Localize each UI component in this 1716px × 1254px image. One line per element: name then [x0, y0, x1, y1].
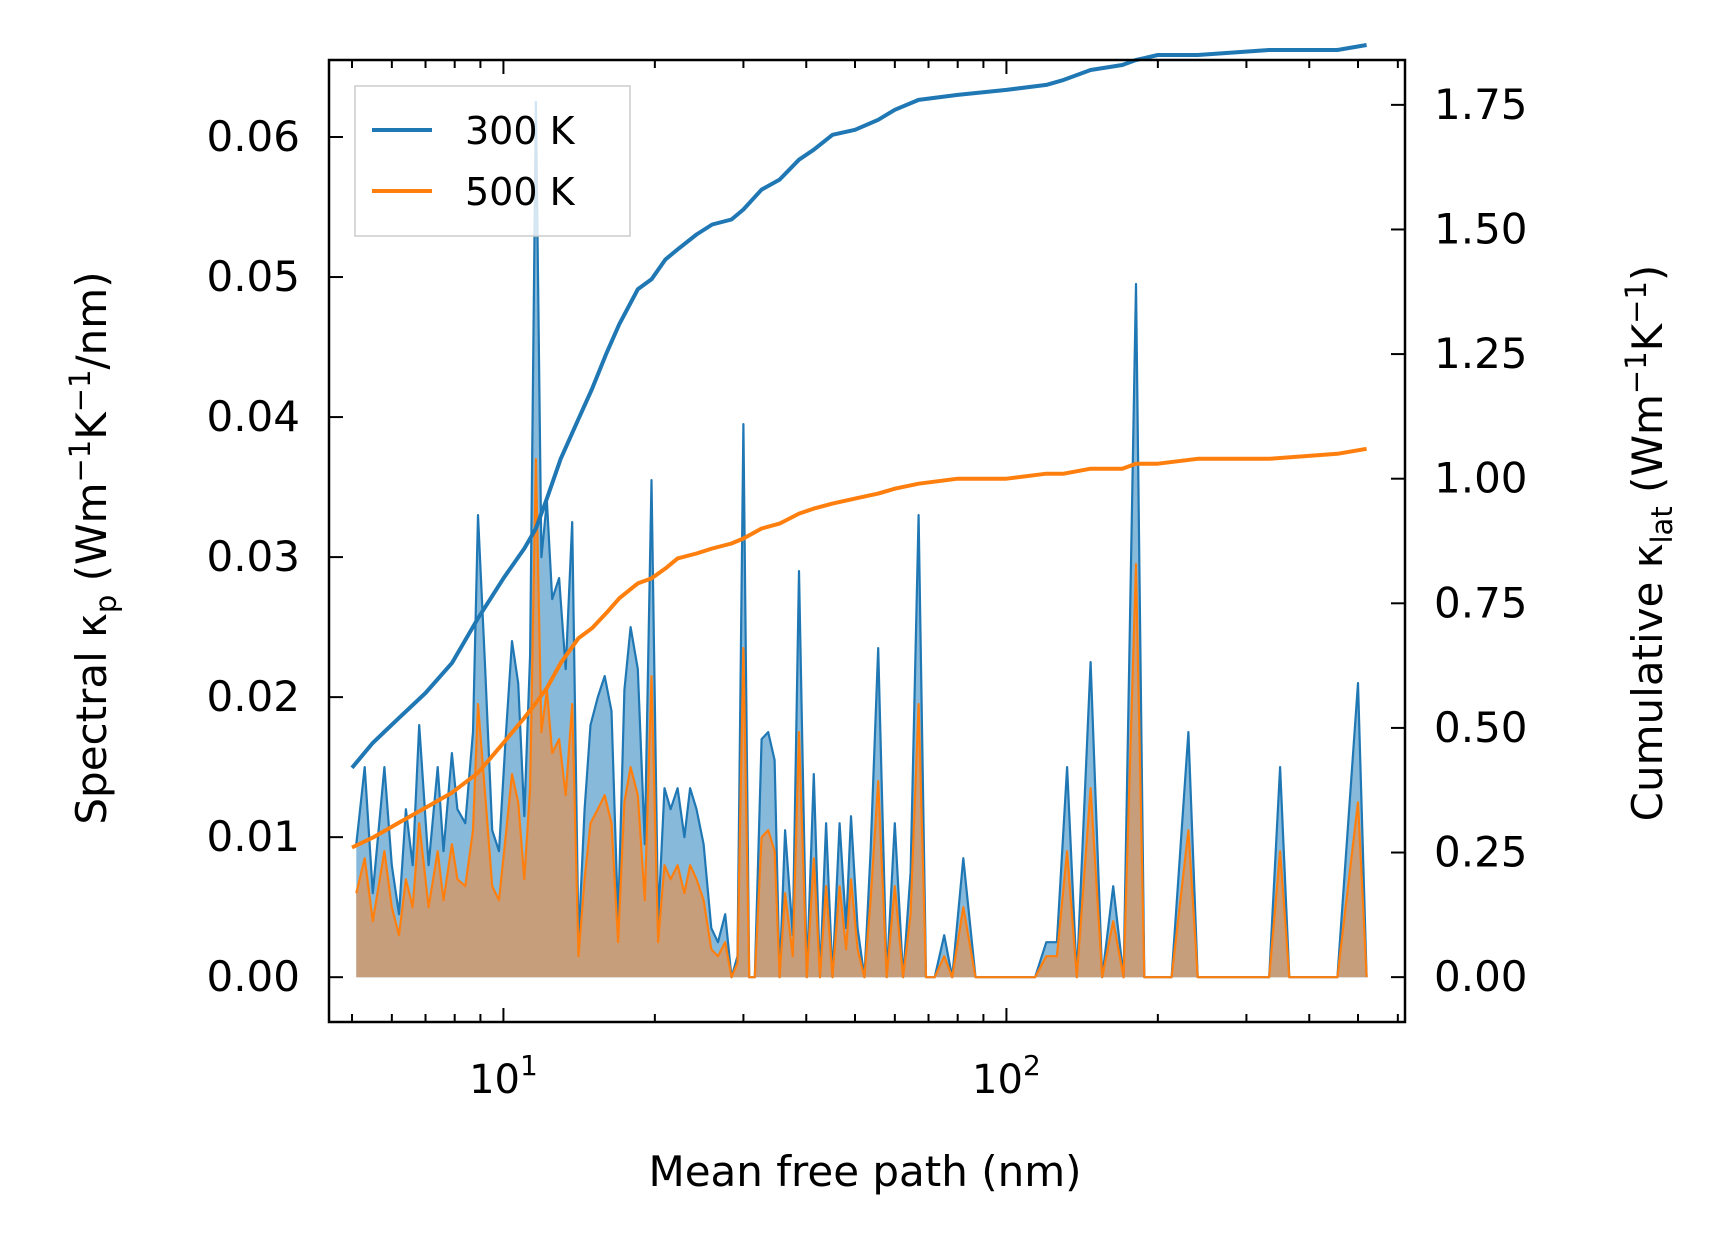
legend-label-500k: 500 K	[465, 170, 576, 214]
y-right-tick-label: 0.00	[1434, 952, 1528, 1001]
x-axis-label: Mean free path (nm)	[648, 1147, 1081, 1196]
y-left-tick-label: 0.06	[206, 112, 300, 161]
y-axis-left-label: Spectral κp (Wm−1K−1/nm)	[63, 271, 123, 824]
y-right-tick-label: 0.75	[1434, 578, 1528, 627]
y-left-tick-label: 0.00	[206, 952, 300, 1001]
plot-series	[350, 43, 1368, 979]
y-axis-right-label: Cumulative κlat (Wm−1K−1)	[1619, 265, 1679, 822]
legend: 300 K 500 K	[354, 85, 631, 237]
y-right-tick-label: 1.50	[1434, 204, 1528, 253]
y-left-tick-label: 0.04	[206, 392, 300, 441]
x-tick-label: 102	[972, 1049, 1041, 1103]
y-right-tick-label: 1.00	[1434, 454, 1528, 503]
spectral-line-500k	[355, 458, 1368, 979]
y-right-tick-label: 1.75	[1434, 80, 1528, 129]
y-right-ticks: 0.00 0.25 0.50 0.75 1.00 1.25 1.50 1.75	[1391, 80, 1528, 1001]
y-right-tick-label: 1.25	[1434, 329, 1528, 378]
y-right-tick-label: 0.50	[1434, 703, 1528, 752]
y-left-ticks: 0.00 0.01 0.02 0.03 0.04 0.05 0.06	[206, 112, 343, 1001]
legend-label-300k: 300 K	[465, 109, 576, 153]
y-left-tick-label: 0.05	[206, 252, 300, 301]
y-right-tick-label: 0.25	[1434, 828, 1528, 877]
y-left-tick-label: 0.01	[206, 812, 300, 861]
cumulative-line-300k	[350, 43, 1367, 770]
x-ticks: 101 102	[351, 60, 1399, 1103]
spectral-fill-300k	[356, 102, 1367, 978]
x-tick-label: 101	[469, 1049, 538, 1103]
y-left-tick-label: 0.02	[206, 672, 300, 721]
spectral-fill-500k	[356, 459, 1367, 978]
plot-frame	[327, 58, 1407, 1024]
y-left-tick-label: 0.03	[206, 532, 300, 581]
legend-box	[354, 85, 631, 237]
cumulative-line-500k	[351, 446, 1367, 850]
plot-border	[327, 58, 1407, 1024]
